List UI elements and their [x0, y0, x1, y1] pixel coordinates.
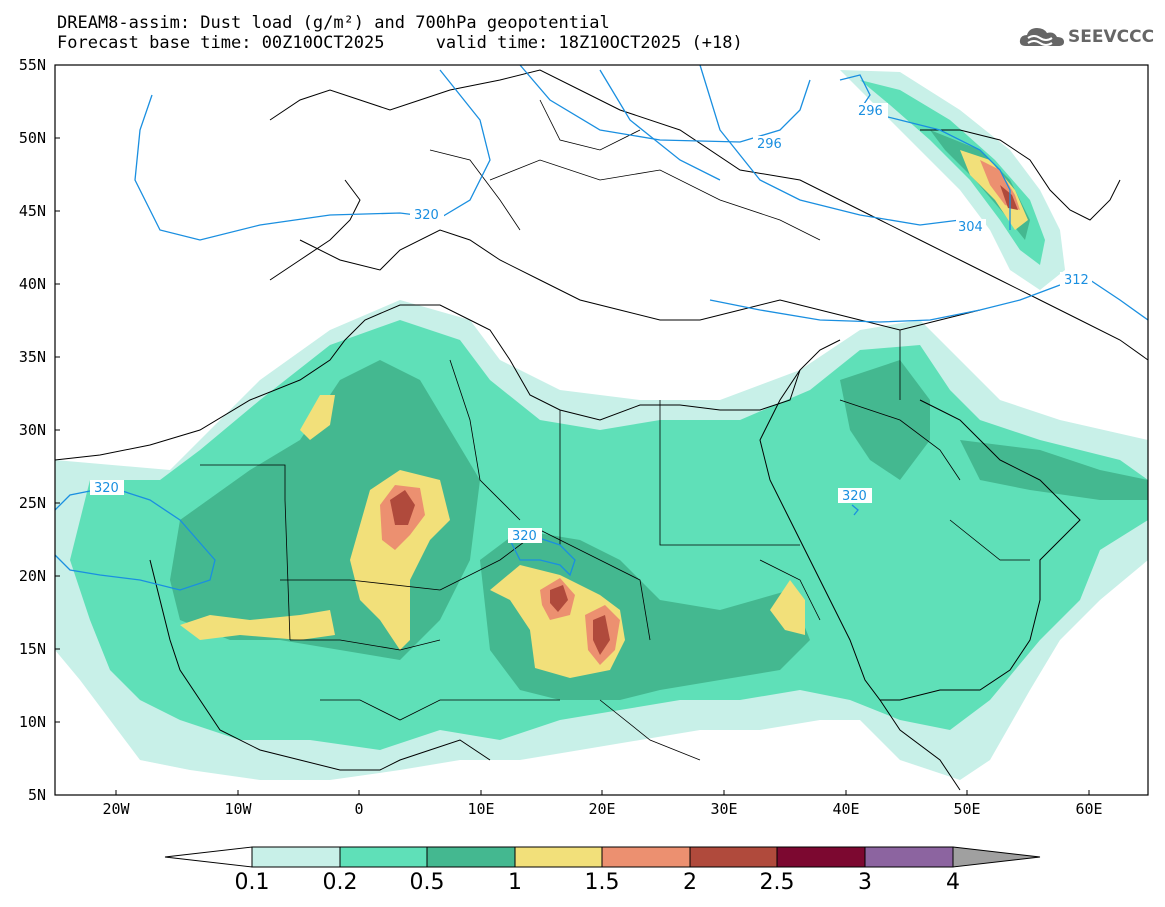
dust-region-1-e: [300, 395, 335, 440]
title-line-1: DREAM8-assim: Dust load (g/m²) and 700hP…: [57, 13, 610, 33]
colorbar-label-1.5: 1.5: [584, 870, 620, 895]
colorbar-label-0.1: 0.1: [234, 870, 270, 895]
colorbar-label-1: 1: [508, 870, 522, 895]
contour-296-east: [839, 74, 1011, 230]
colorbar-segment-3: [426, 846, 516, 868]
contour-label-320-west: 320: [94, 481, 119, 496]
dust-region-0.5-c: [840, 360, 930, 480]
lat-label-10n: 10N: [18, 713, 46, 731]
lon-label-20e: 20E: [588, 800, 616, 818]
contour-label-296-east: 296: [858, 104, 883, 119]
colorbar-label-3: 3: [858, 870, 872, 895]
lat-label-45n: 45N: [18, 202, 46, 220]
country-borders: [200, 99, 1030, 761]
contour-296: [519, 64, 811, 143]
lat-label-40n: 40N: [18, 275, 46, 293]
cloud-icon: [1019, 28, 1064, 46]
contour-label-296: 296: [757, 137, 782, 152]
geopotential-contours: [54, 64, 1149, 591]
lon-label-50e: 50E: [953, 800, 981, 818]
contour-label-312: 312: [1064, 273, 1089, 288]
dust-region-2-a: [390, 490, 415, 525]
dust-fields: [55, 70, 1148, 780]
colorbar-label-2.5: 2.5: [759, 870, 795, 895]
tick-marks: [55, 64, 1090, 795]
dust-region-0.5-d: [960, 440, 1148, 500]
lat-label-30n: 30N: [18, 421, 46, 439]
colorbar-segment-5: [601, 846, 691, 868]
colorbar-left-arrow: [164, 846, 253, 868]
contour-296-b: [599, 69, 721, 181]
seevccc-logo: SEEVCCC: [1018, 24, 1154, 50]
colorbar-segment-7: [776, 846, 866, 868]
colorbar-label-0.2: 0.2: [322, 870, 358, 895]
contour-304: [699, 64, 961, 226]
lat-label-50n: 50N: [18, 129, 46, 147]
colorbar-segment-4: [514, 846, 603, 868]
lat-label-15n: 15N: [18, 640, 46, 658]
contour-label-320-north: 320: [414, 208, 439, 223]
dust-plume-caspian-2: [1000, 185, 1018, 210]
dust-region-1-b: [180, 610, 335, 640]
colorbar-segment-2: [339, 846, 428, 868]
lat-label-55n: 55N: [18, 56, 46, 74]
dust-plume-caspian-0.2: [860, 80, 1045, 265]
lon-label-60e: 60E: [1075, 800, 1103, 818]
colorbar: [164, 846, 1041, 868]
lat-label-35n: 35N: [18, 348, 46, 366]
contour-label-320-east: 320: [842, 489, 867, 504]
contour-320-east: [851, 504, 859, 516]
lat-label-20n: 20N: [18, 567, 46, 585]
dust-region-2-c: [593, 615, 610, 655]
contour-320-north: [134, 69, 491, 241]
colorbar-right-arrow: [952, 846, 1041, 868]
lon-label-40e: 40E: [832, 800, 860, 818]
lon-label-10w: 10W: [224, 800, 252, 818]
title-line-2: Forecast base time: 00Z10OCT2025 valid t…: [57, 33, 743, 53]
dust-region-1-d: [770, 580, 805, 635]
logo-text: SEEVCCC: [1068, 27, 1155, 47]
lon-label-20w: 20W: [102, 800, 130, 818]
dust-region-2-b: [550, 585, 568, 612]
colorbar-label-0.5: 0.5: [409, 870, 445, 895]
lon-label-30e: 30E: [710, 800, 738, 818]
colorbar-segment-6: [689, 846, 778, 868]
coastlines: [54, 69, 1149, 791]
colorbar-segment-1: [251, 846, 341, 868]
colorbar-label-2: 2: [683, 870, 697, 895]
colorbar-label-4: 4: [946, 870, 960, 895]
contour-320-central: [509, 534, 576, 577]
lon-label-0: 0: [354, 800, 364, 818]
dust-plume-caspian-light: [840, 70, 1065, 290]
contour-312: [709, 284, 1061, 323]
colorbar-segment-8: [864, 846, 954, 868]
contour-312-east: [1089, 279, 1149, 321]
contour-label-304: 304: [958, 220, 983, 235]
contour-labels: 320 296 296 304 312 320 320 320: [90, 103, 1092, 544]
lat-label-5n: 5N: [27, 786, 46, 804]
lat-label-25n: 25N: [18, 494, 46, 512]
contour-label-320-central: 320: [512, 529, 537, 544]
lon-label-10e: 10E: [467, 800, 495, 818]
